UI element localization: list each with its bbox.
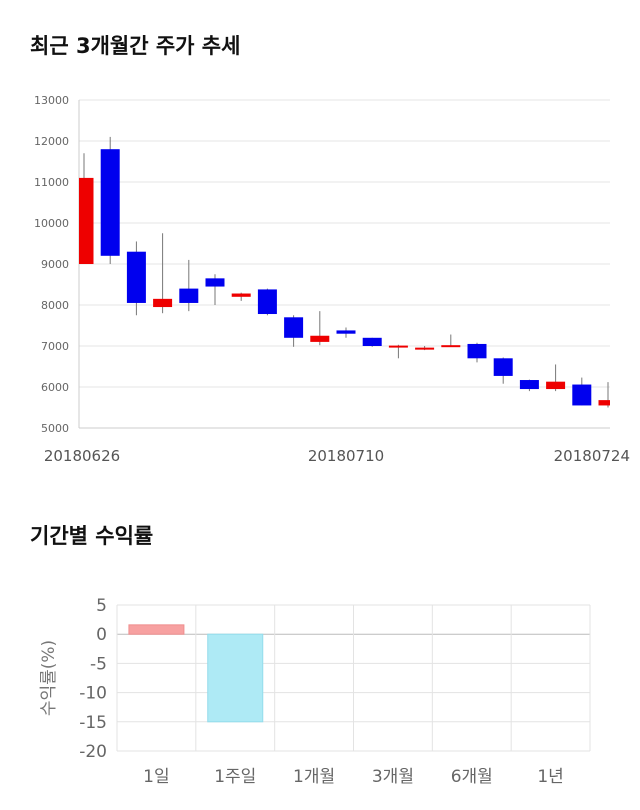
candle <box>310 311 330 346</box>
candle <box>153 233 173 314</box>
candle-body <box>415 347 435 350</box>
candle-series <box>79 136 610 408</box>
candle-body <box>310 335 330 342</box>
candle <box>441 334 461 348</box>
candle-body <box>126 251 146 303</box>
candle-y-tick-label: 5000 <box>41 422 69 435</box>
returns-x-tick-label: 1개월 <box>293 767 335 787</box>
candle-body <box>205 278 225 287</box>
candle-y-ticks: 5000 6000 7000 8000 9000 10000 11000 12000 13000 <box>34 94 69 435</box>
candle-chart-title: 최근 3개월간 주가 추세 <box>30 34 241 58</box>
candle <box>362 337 382 347</box>
returns-y-tick-label: -20 <box>79 742 107 762</box>
candle-x-tick-label: 20180626 <box>44 447 120 465</box>
candle-body <box>598 400 610 406</box>
candle-y-tick-label: 13000 <box>34 94 69 107</box>
returns-y-tick-label: -5 <box>90 654 107 674</box>
returns-chart-title: 기간별 수익률 <box>30 524 154 548</box>
candle-body <box>153 298 173 308</box>
candle-body <box>493 358 513 376</box>
returns-grid <box>116 604 591 752</box>
returns-x-ticks: 1일 1주일 1개월 3개월 6개월 1년 <box>143 767 564 787</box>
candle-body <box>257 289 277 315</box>
candle-grid <box>78 99 610 429</box>
candle-body <box>231 293 251 297</box>
returns-x-tick-label: 3개월 <box>372 767 414 787</box>
returns-x-tick-label: 1일 <box>143 767 169 787</box>
candle-body <box>179 288 199 303</box>
candle-y-tick-label: 7000 <box>41 340 69 353</box>
candle <box>388 344 408 359</box>
candle <box>79 153 94 264</box>
candle <box>467 342 487 363</box>
candle-body <box>79 177 94 264</box>
candle-body <box>284 317 304 338</box>
candle-body <box>100 149 120 256</box>
candle-body <box>336 330 356 334</box>
candle <box>205 274 225 305</box>
candlestick-chart: 5000 6000 7000 8000 9000 10000 11000 12000 13000… <box>34 94 630 465</box>
returns-bars <box>128 624 264 723</box>
candle-x-tick-label: 20180724 <box>554 447 630 465</box>
candle-x-tick-label: 20180710 <box>308 447 384 465</box>
returns-y-ticks: 5 0 -5 -10 -15 -20 <box>79 596 107 762</box>
candle-body <box>519 380 539 390</box>
candle-body <box>362 337 382 346</box>
candle <box>546 364 566 392</box>
returns-x-tick-label: 6개월 <box>451 767 493 787</box>
candle-x-ticks: 20180626 20180710 20180724 <box>44 447 630 465</box>
candle-body <box>388 345 408 348</box>
candle-y-tick-label: 9000 <box>41 258 69 271</box>
returns-y-axis-label: 수익률(%) <box>39 640 59 716</box>
candle-body <box>467 343 487 359</box>
candle-y-tick-label: 8000 <box>41 299 69 312</box>
candle <box>179 259 199 312</box>
candle-y-tick-label: 12000 <box>34 135 69 148</box>
candle <box>519 379 539 392</box>
returns-y-tick-label: 0 <box>96 625 107 645</box>
returns-bar <box>128 624 185 635</box>
returns-y-tick-label: 5 <box>96 596 107 616</box>
candle <box>100 136 120 264</box>
candle <box>126 241 146 316</box>
returns-y-tick-label: -10 <box>79 684 107 704</box>
candle-y-tick-label: 10000 <box>34 217 69 230</box>
candle-body <box>572 384 592 406</box>
candle <box>336 327 356 338</box>
candle-y-tick-label: 11000 <box>34 176 69 189</box>
candle <box>231 292 251 301</box>
candle <box>415 346 435 351</box>
candle-y-tick-label: 6000 <box>41 381 69 394</box>
candle <box>598 382 610 408</box>
candle <box>284 315 304 347</box>
returns-y-tick-label: -15 <box>79 713 107 733</box>
candle <box>572 377 592 406</box>
returns-x-tick-label: 1주일 <box>214 767 256 787</box>
candle-body <box>441 345 461 348</box>
candle-body <box>546 381 566 390</box>
returns-x-tick-label: 1년 <box>537 767 563 787</box>
candle <box>257 288 277 316</box>
returns-bar <box>207 633 264 723</box>
candle <box>493 357 513 384</box>
